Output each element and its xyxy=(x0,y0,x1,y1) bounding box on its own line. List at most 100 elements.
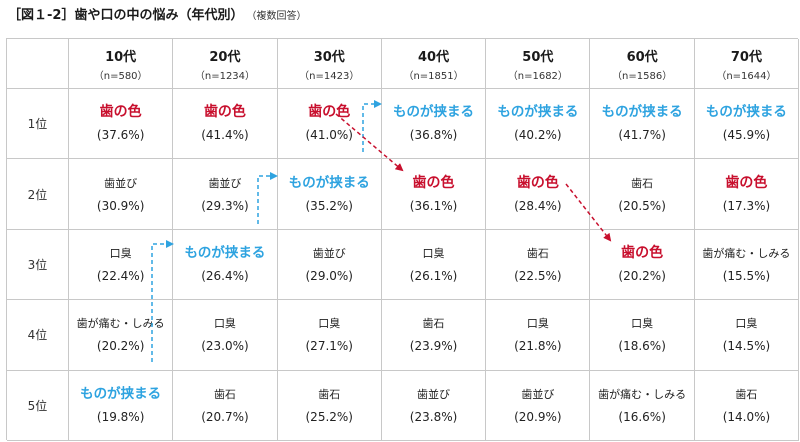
table-cell: 口臭 (21.8%) xyxy=(486,300,591,371)
concern-percentage: (25.2%) xyxy=(305,409,353,424)
column-header: 20代 （n=1234） xyxy=(173,39,278,89)
concern-item: 口臭 xyxy=(422,246,445,260)
concern-percentage: (26.1%) xyxy=(409,268,458,283)
concern-percentage: (14.5%) xyxy=(722,339,771,354)
table-cell: 口臭 (27.1%) xyxy=(277,300,382,371)
concern-item: ものが挟まる xyxy=(184,244,266,261)
table-cell: 歯石 (20.7%) xyxy=(173,370,278,441)
concern-percentage: (26.4%) xyxy=(201,268,249,283)
rank-label: 5位 xyxy=(7,370,69,441)
ranking-table: 10代 （n=580） 20代 （n=1234） 30代 （n=1423） 40代 （n=18… xyxy=(6,38,800,441)
table-cell: 歯が痛む・しみる (20.2%) xyxy=(69,300,174,371)
concern-item: 歯並び xyxy=(208,176,242,190)
concern-percentage: (36.8%) xyxy=(409,128,458,143)
concern-item: 口臭 xyxy=(735,317,758,331)
age-group-label: 60代 xyxy=(626,49,658,65)
table-cell: 口臭 (14.5%) xyxy=(694,300,800,371)
concern-item: 歯の色 xyxy=(203,104,246,121)
concern-item: 歯の色 xyxy=(99,104,142,121)
age-group-label: 70代 xyxy=(730,49,762,65)
age-group-label: 40代 xyxy=(417,49,450,65)
table-cell: 歯の色 (28.4%) xyxy=(486,159,591,230)
rank-label: 1位 xyxy=(7,89,69,160)
concern-percentage: (41.7%) xyxy=(618,128,666,143)
concern-percentage: (23.0%) xyxy=(201,339,249,354)
concern-item: 歯石 xyxy=(526,246,549,260)
sample-size-label: （n=1234） xyxy=(194,70,256,82)
sample-size-label: （n=1851） xyxy=(403,70,464,82)
concern-item: 口臭 xyxy=(109,246,132,260)
concern-percentage: (17.3%) xyxy=(722,198,771,213)
concern-item: ものが挟まる xyxy=(80,385,162,402)
table-cell: 歯が痛む・しみる (15.5%) xyxy=(694,229,800,301)
table-cell: 歯の色 (41.4%) xyxy=(173,89,278,160)
concern-percentage: (16.6%) xyxy=(618,409,666,424)
concern-percentage: (19.8%) xyxy=(96,409,145,424)
concern-item: 歯石 xyxy=(422,317,445,331)
concern-item: 歯並び xyxy=(417,387,451,401)
table-cell: 歯並び (29.3%) xyxy=(173,159,278,230)
concern-percentage: (37.6%) xyxy=(96,128,145,143)
table-cell: 口臭 (22.4%) xyxy=(69,229,174,301)
table-cell: 歯が痛む・しみる (16.6%) xyxy=(590,370,695,441)
concern-percentage: (41.0%) xyxy=(305,128,353,143)
column-header: 60代 （n=1586） xyxy=(590,39,695,89)
concern-percentage: (28.4%) xyxy=(514,198,562,213)
concern-percentage: (14.0%) xyxy=(722,409,771,424)
concern-percentage: (36.1%) xyxy=(409,198,458,213)
concern-item: 歯並び xyxy=(104,176,138,190)
column-header: 70代 （n=1644） xyxy=(694,39,800,89)
figure-title: ［図１-2］歯や口の中の悩み（年代別） （複数回答） xyxy=(8,4,306,23)
column-header: 10代 （n=580） xyxy=(69,39,174,89)
table-cell: 歯石 (20.5%) xyxy=(590,159,695,230)
concern-item: 歯が痛む・しみる xyxy=(598,387,687,401)
concern-percentage: (40.2%) xyxy=(514,128,562,143)
table-corner-cell xyxy=(7,39,69,89)
title-note: （複数回答） xyxy=(251,11,307,22)
table-cell: ものが挟まる (40.2%) xyxy=(486,89,591,160)
age-group-label: 10代 xyxy=(105,49,137,65)
table-cell: ものが挟まる (26.4%) xyxy=(173,229,278,301)
concern-item: 歯の色 xyxy=(621,244,664,261)
concern-item: 歯が痛む・しみる xyxy=(702,246,791,260)
sample-size-label: （n=1644） xyxy=(716,70,777,82)
table-cell: ものが挟まる (36.8%) xyxy=(381,89,487,160)
table-cell: ものが挟まる (35.2%) xyxy=(277,159,382,230)
concern-percentage: (29.3%) xyxy=(201,198,249,213)
concern-item: 歯石 xyxy=(318,387,341,401)
age-group-label: 20代 xyxy=(209,49,241,65)
table-cell: 歯並び (23.8%) xyxy=(381,370,487,441)
concern-percentage: (20.7%) xyxy=(201,409,249,424)
concern-item: ものが挟まる xyxy=(497,104,579,121)
concern-percentage: (21.8%) xyxy=(514,339,562,354)
concern-item: 口臭 xyxy=(631,317,654,331)
concern-item: ものが挟まる xyxy=(393,104,475,121)
concern-percentage: (23.8%) xyxy=(409,409,458,424)
concern-item: 口臭 xyxy=(318,317,341,331)
concern-percentage: (18.6%) xyxy=(618,339,666,354)
concern-percentage: (20.2%) xyxy=(618,268,666,283)
concern-item: ものが挟まる xyxy=(288,174,370,191)
concern-item: 歯の色 xyxy=(308,104,351,121)
concern-percentage: (22.5%) xyxy=(514,268,562,283)
table-cell: 歯の色 (41.0%) xyxy=(277,89,382,160)
concern-item: 歯の色 xyxy=(412,174,455,191)
table-cell: 口臭 (26.1%) xyxy=(381,229,487,301)
table-cell: 歯石 (14.0%) xyxy=(694,370,800,441)
sample-size-label: （n=1682） xyxy=(507,70,568,82)
concern-item: ものが挟まる xyxy=(601,104,683,121)
concern-item: 歯並び xyxy=(521,387,555,401)
age-group-label: 30代 xyxy=(313,49,345,65)
concern-percentage: (35.2%) xyxy=(305,198,353,213)
table-cell: 歯の色 (17.3%) xyxy=(694,159,800,230)
table-cell: ものが挟まる (41.7%) xyxy=(590,89,695,160)
concern-item: 歯並び xyxy=(312,246,346,260)
table-cell: ものが挟まる (45.9%) xyxy=(694,89,800,160)
concern-item: 歯石 xyxy=(213,387,236,401)
concern-item: 歯石 xyxy=(631,176,654,190)
concern-percentage: (15.5%) xyxy=(722,268,771,283)
rank-label: 2位 xyxy=(7,159,69,230)
concern-percentage: (45.9%) xyxy=(722,128,771,143)
column-header: 50代 （n=1682） xyxy=(486,39,591,89)
table-cell: 口臭 (18.6%) xyxy=(590,300,695,371)
